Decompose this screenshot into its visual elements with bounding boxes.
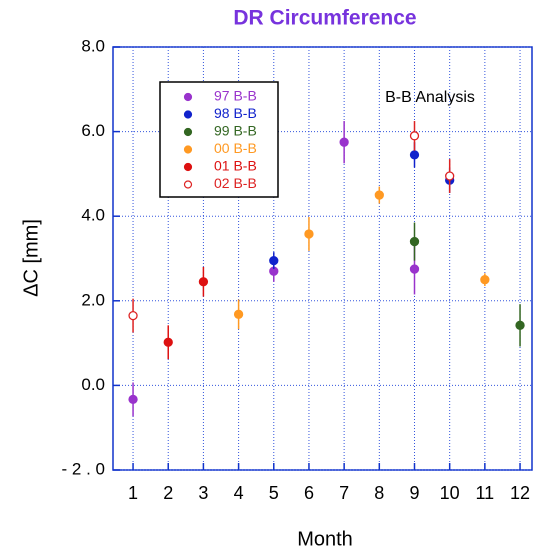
y-tick-label: - 2 . 0 xyxy=(62,459,105,478)
legend-marker xyxy=(183,180,193,189)
y-tick-label: 2.0 xyxy=(81,290,105,309)
legend-label: 02 B-B xyxy=(214,175,257,191)
legend-marker xyxy=(183,162,193,172)
plot-frame xyxy=(112,46,533,471)
y-tick-label: 6.0 xyxy=(81,121,105,140)
data-point xyxy=(304,229,314,239)
data-point xyxy=(409,131,420,141)
x-axis-label: Month xyxy=(297,528,353,550)
x-tick-label: 4 xyxy=(234,483,244,503)
legend-label: 00 B-B xyxy=(214,140,257,156)
x-tick-label: 12 xyxy=(510,483,530,503)
data-point xyxy=(445,171,455,181)
x-tick-label: 9 xyxy=(409,483,419,503)
y-tick-label: 8.0 xyxy=(81,36,105,55)
data-point xyxy=(163,337,173,347)
chart-title: DR Circumference xyxy=(233,7,416,30)
x-tick-label: 6 xyxy=(304,483,314,503)
legend-label: 99 B-B xyxy=(214,123,257,139)
legend-box xyxy=(159,81,279,198)
x-tick-label: 10 xyxy=(440,483,460,503)
x-tick-label: 1 xyxy=(128,483,138,503)
data-point xyxy=(233,309,244,319)
y-axis-label: ΔC [mm] xyxy=(20,219,42,297)
data-point xyxy=(409,236,420,247)
data-point xyxy=(480,274,490,285)
data-point xyxy=(198,277,209,287)
x-tick-label: 5 xyxy=(269,483,279,503)
legend-marker xyxy=(183,110,193,119)
data-point xyxy=(269,255,279,266)
legend-marker xyxy=(183,127,193,137)
data-point xyxy=(374,190,384,200)
x-tick-label: 2 xyxy=(163,483,173,503)
y-tick-label: 4.0 xyxy=(81,206,105,225)
x-tick-label: 8 xyxy=(374,483,384,503)
data-point xyxy=(128,310,138,321)
data-point xyxy=(409,264,420,274)
y-tick-label: 0.0 xyxy=(81,375,105,394)
x-tick-label: 7 xyxy=(339,483,349,503)
x-tick-label: 11 xyxy=(476,483,495,503)
data-point xyxy=(128,394,138,405)
legend-marker xyxy=(183,92,193,102)
legend-label: 98 B-B xyxy=(214,105,257,121)
data-point xyxy=(409,150,420,160)
legend-label: 01 B-B xyxy=(214,158,257,174)
annotation: B-B Analysis xyxy=(385,89,475,106)
data-point xyxy=(515,320,525,330)
x-tick-label: 3 xyxy=(198,483,208,503)
legend-marker xyxy=(183,145,193,154)
legend-label: 97 B-B xyxy=(214,88,257,104)
data-point xyxy=(339,137,349,147)
